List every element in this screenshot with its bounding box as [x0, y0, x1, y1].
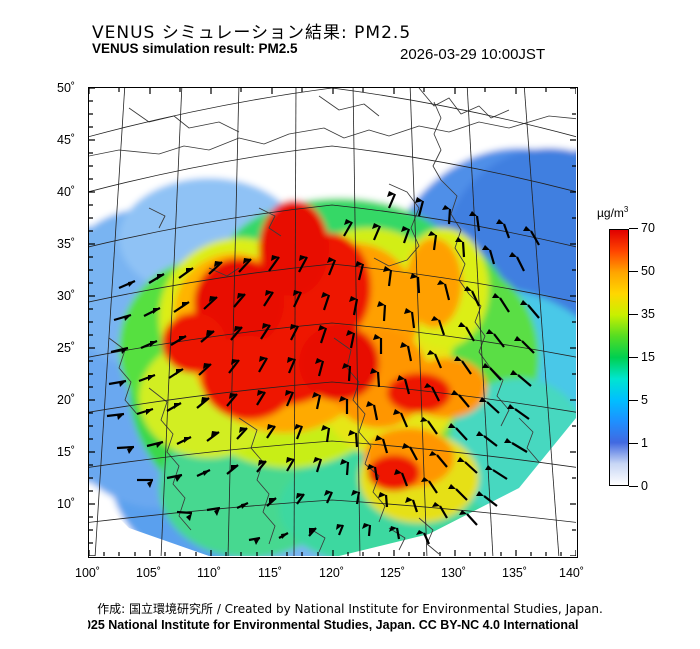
xtick-label-110: 110˚: [197, 566, 222, 580]
credit-line: 作成: 国立環境研究所 / Created by National Instit…: [97, 602, 603, 616]
ytick-label-15: 15˚: [57, 445, 76, 459]
ytick-label-50: 50˚: [57, 81, 76, 95]
colorbar-tick-1: [629, 443, 638, 445]
colorbar: [609, 229, 629, 486]
map-canvas: [89, 88, 576, 556]
colorbar-tick-70: [629, 228, 638, 230]
ytick-label-35: 35˚: [57, 237, 76, 251]
xtick-label-105: 105˚: [136, 566, 162, 580]
colorbar-label-50: 50: [641, 264, 655, 278]
colorbar-tick-0: [629, 486, 638, 488]
license-line: 2025 National Institute for Environmenta…: [88, 618, 579, 632]
colorbar-tick-15: [629, 357, 638, 359]
xtick-label-100: 100˚: [75, 566, 101, 580]
colorbar-units-text: µg/m: [597, 206, 624, 220]
colorbar-label-5: 5: [641, 393, 648, 407]
colorbar-tick-50: [629, 271, 638, 273]
valid-time-label: 2026-03-29 10:00JST: [400, 46, 546, 63]
coastline-layer: [89, 88, 576, 555]
xtick-label-135: 135˚: [502, 566, 528, 580]
colorbar-tick-35: [629, 314, 638, 316]
xtick-label-125: 125˚: [380, 566, 406, 580]
colorbar-gradient: [609, 229, 629, 486]
wind-vector-layer: [106, 191, 540, 545]
colorbar-tick-5: [629, 400, 638, 402]
colorbar-label-35: 35: [641, 307, 655, 321]
ytick-label-30: 30˚: [57, 289, 76, 303]
ytick-label-25: 25˚: [57, 341, 76, 355]
colorbar-units-label: µg/m3: [597, 205, 628, 220]
ytick-label-45: 45˚: [57, 133, 76, 147]
colorbar-label-70: 70: [641, 221, 655, 235]
page-title-english: VENUS simulation result: PM2.5: [92, 41, 298, 56]
xtick-label-115: 115˚: [258, 566, 283, 580]
colorbar-label-15: 15: [641, 350, 655, 364]
xtick-label-130: 130˚: [441, 566, 467, 580]
axis-ticks: [89, 88, 576, 556]
colorbar-label-0: 0: [641, 479, 648, 493]
license-text: 2025 National Institute for Environmenta…: [88, 618, 579, 632]
page-title-japanese: VENUS シミュレーション結果: PM2.5: [92, 23, 412, 43]
map-plot-area: [88, 87, 578, 558]
ytick-label-40: 40˚: [57, 185, 76, 199]
colorbar-label-1: 1: [641, 436, 648, 450]
xtick-label-120: 120˚: [319, 566, 345, 580]
ytick-label-20: 20˚: [57, 393, 76, 407]
xtick-label-140: 140˚: [559, 566, 585, 580]
graticule-layer: [89, 88, 576, 556]
colorbar-units-exponent: 3: [623, 205, 629, 214]
ytick-label-10: 10˚: [57, 497, 76, 511]
